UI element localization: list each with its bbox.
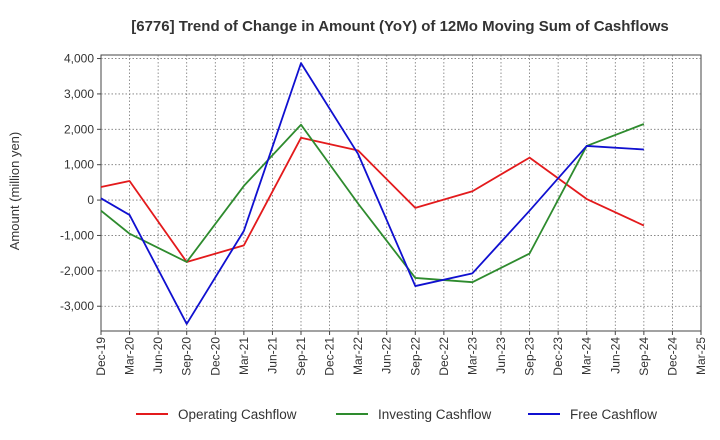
- x-tick-label: Dec-22: [437, 337, 451, 376]
- chart-title: [6776] Trend of Change in Amount (YoY) o…: [131, 18, 669, 35]
- y-tick-label: -2,000: [60, 264, 94, 278]
- y-tick-label: -1,000: [60, 228, 94, 242]
- legend: Operating Cashflow Investing Cashflow Free…: [136, 407, 657, 422]
- x-tick-label: Mar-22: [351, 337, 365, 375]
- free-cashflow-line: [100, 62, 644, 325]
- y-tick-label: 2,000: [64, 122, 94, 136]
- x-tick-label: Mar-24: [580, 337, 594, 375]
- x-tick-label: Jun-24: [608, 337, 622, 374]
- x-tick-label: Dec-19: [94, 337, 108, 376]
- operating-cashflow-line: [100, 136, 645, 263]
- legend-label-investing-cashflow: Investing Cashflow: [378, 407, 492, 422]
- legend-label-free-cashflow: Free Cashflow: [570, 407, 657, 422]
- axes: 4,000 3,000 2,000 1,000 0 -1,000 -2,000 -3,000 D…: [60, 52, 708, 376]
- x-tick-label: Jun-20: [151, 337, 165, 374]
- x-tick-label: Jun-23: [494, 337, 508, 374]
- x-tick-label: Sep-23: [523, 337, 537, 376]
- y-tick-label: 1,000: [64, 158, 94, 172]
- x-tick-label: Sep-20: [180, 337, 194, 376]
- legend-label-operating-cashflow: Operating Cashflow: [178, 407, 297, 422]
- x-tick-label: Dec-24: [665, 337, 679, 376]
- y-tick-label: 0: [87, 193, 94, 207]
- x-tick-label: Mar-21: [237, 337, 251, 375]
- x-tick-label: Mar-25: [694, 337, 708, 375]
- plot-frame: [100, 54, 702, 332]
- x-tick-label: Sep-22: [408, 337, 422, 376]
- series-lines: [100, 62, 645, 325]
- x-tick-label: Dec-23: [551, 337, 565, 376]
- x-tick-label: Dec-20: [208, 337, 222, 376]
- x-tick-label: Dec-21: [323, 337, 337, 376]
- y-axis-title: Amount (million yen): [7, 132, 22, 251]
- x-tick-label: Sep-24: [637, 337, 651, 376]
- x-tick-label: Jun-22: [380, 337, 394, 374]
- y-tick-label: 4,000: [64, 52, 94, 66]
- y-tick-label: -3,000: [60, 299, 94, 313]
- y-tick-label: 3,000: [64, 87, 94, 101]
- x-tick-label: Mar-23: [465, 337, 479, 375]
- x-tick-label: Mar-20: [123, 337, 137, 375]
- x-tick-label: Sep-21: [294, 337, 308, 376]
- x-tick-label: Jun-21: [265, 337, 279, 374]
- investing-cashflow-line: [100, 123, 645, 284]
